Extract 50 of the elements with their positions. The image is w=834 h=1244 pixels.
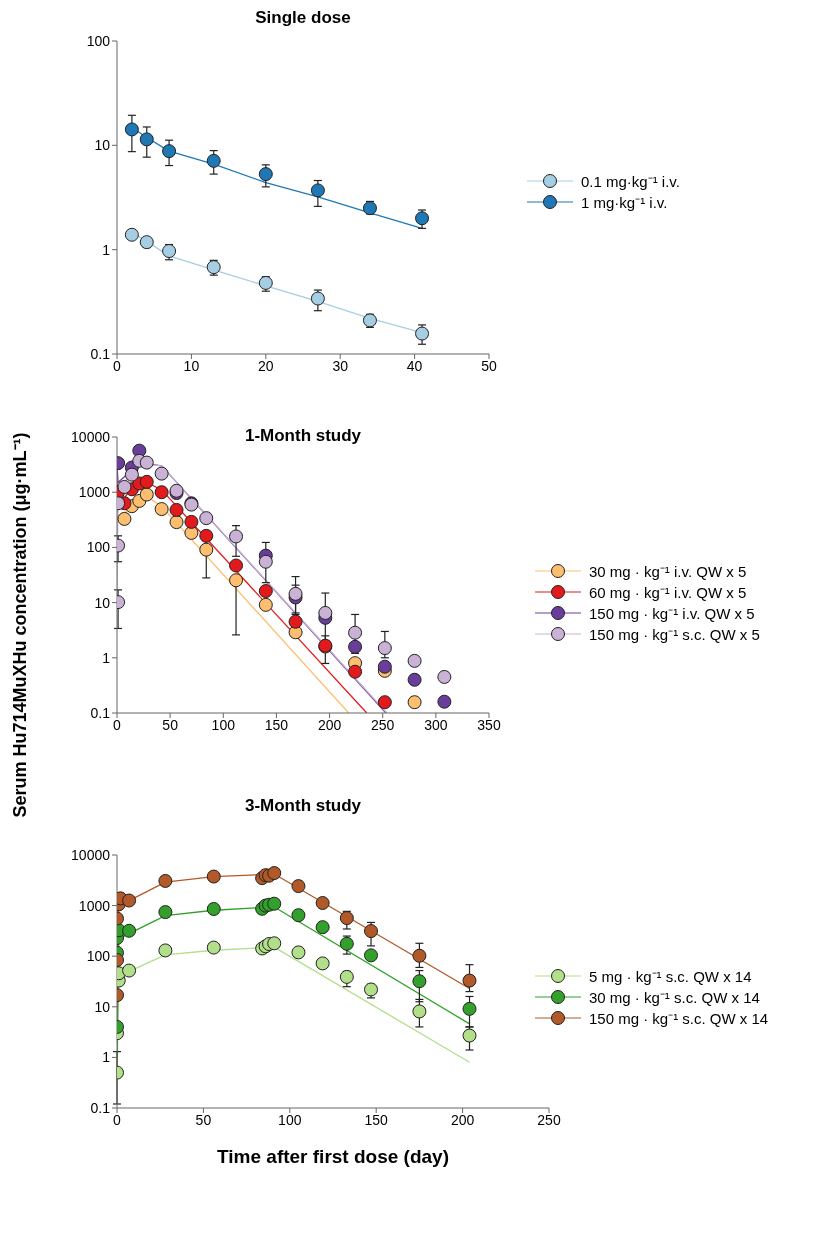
y-axis-title: Serum Hu714MuXHu concentration (μg·mL⁻¹) xyxy=(10,432,30,818)
y-tick-label: 10 xyxy=(94,594,111,611)
legend-label: 0.1 mg·kg⁻¹ i.v. xyxy=(581,171,680,191)
x-tick-label: 250 xyxy=(371,716,395,733)
legend-label: 150 mg · kg⁻¹ i.v. QW x 5 xyxy=(589,603,755,623)
y-tick-label: 1000 xyxy=(78,484,111,501)
y-tick-label: 0.1 xyxy=(90,704,111,721)
x-tick-label: 150 xyxy=(264,716,289,733)
x-tick-label: 0 xyxy=(113,1111,122,1128)
x-tick-label: 350 xyxy=(477,716,501,733)
y-tick-label: 10000 xyxy=(71,428,111,445)
x-tick-label: 50 xyxy=(195,1111,212,1128)
y-tick-label: 10 xyxy=(94,137,111,154)
y-tick-label: 1 xyxy=(102,1049,111,1066)
x-tick-label: 50 xyxy=(481,357,497,374)
legend-label: 30 mg · kg⁻¹ i.v. QW x 5 xyxy=(589,561,747,581)
legend-label: 150 mg · kg⁻¹ s.c. QW x 5 xyxy=(589,624,760,644)
y-tick-label: 1000 xyxy=(78,897,111,914)
x-tick-label: 250 xyxy=(537,1111,561,1128)
x-tick-label: 40 xyxy=(406,357,423,374)
legend-label: 1 mg·kg⁻¹ i.v. xyxy=(581,192,668,212)
y-tick-label: 100 xyxy=(86,32,111,49)
chart-title: 3-Month study xyxy=(243,796,363,816)
y-tick-label: 100 xyxy=(86,539,111,556)
y-tick-label: 10000 xyxy=(71,846,111,863)
y-tick-label: 100 xyxy=(86,948,111,965)
x-tick-label: 0 xyxy=(113,716,122,733)
y-tick-label: 1 xyxy=(102,241,111,258)
legend-label: 5 mg · kg⁻¹ s.c. QW x 14 xyxy=(589,966,752,986)
x-tick-label: 0 xyxy=(113,357,122,374)
x-tick-label: 30 xyxy=(332,357,349,374)
x-tick-label: 10 xyxy=(183,357,200,374)
y-tick-label: 0.1 xyxy=(90,345,111,362)
chart-title: 1-Month study xyxy=(243,426,363,446)
x-tick-label: 100 xyxy=(278,1111,302,1128)
y-tick-label: 10 xyxy=(94,998,111,1015)
y-tick-label: 0.1 xyxy=(90,1099,111,1116)
legend-label: 30 mg · kg⁻¹ s.c. QW x 14 xyxy=(589,987,760,1007)
x-tick-label: 200 xyxy=(317,716,342,733)
x-axis-title: Time after first dose (day) xyxy=(216,1146,450,1168)
x-tick-label: 200 xyxy=(450,1111,475,1128)
x-tick-label: 300 xyxy=(424,716,448,733)
x-tick-label: 50 xyxy=(162,716,179,733)
x-tick-label: 100 xyxy=(211,716,236,733)
x-tick-label: 20 xyxy=(258,357,274,374)
x-tick-label: 150 xyxy=(364,1111,389,1128)
legend-label: 150 mg · kg⁻¹ s.c. QW x 14 xyxy=(589,1008,769,1028)
chart-title: Single dose xyxy=(254,8,352,28)
legend-label: 60 mg · kg⁻¹ i.v. QW x 5 xyxy=(589,582,747,602)
y-tick-label: 1 xyxy=(102,649,111,666)
